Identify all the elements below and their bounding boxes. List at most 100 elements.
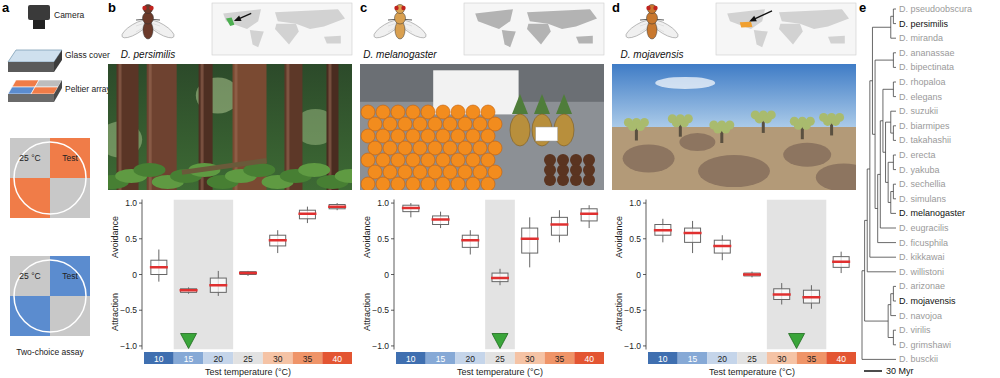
box [774, 289, 790, 300]
branch [867, 169, 868, 272]
branch [893, 125, 896, 126]
branch [890, 16, 891, 38]
tangerine [466, 105, 480, 119]
species-name: D. persimilis [121, 49, 175, 60]
branch [888, 162, 893, 163]
price-sign [536, 127, 558, 141]
branch [867, 271, 896, 272]
median [802, 296, 820, 299]
x-colorbar-cell [293, 352, 323, 364]
x-colorbar-cell [203, 352, 233, 364]
rock [698, 155, 770, 187]
preferred-range [767, 200, 826, 350]
y-axis-label: Attraction [362, 293, 372, 331]
continent [324, 36, 341, 44]
tangerine [376, 177, 390, 190]
map [716, 3, 856, 55]
branch [893, 330, 896, 331]
y-tick [391, 238, 394, 239]
species-label: D. rhopaloa [899, 77, 946, 87]
y-tick [139, 274, 142, 275]
chestnut [583, 174, 595, 186]
y-tick [391, 345, 394, 346]
habitat-photo [108, 64, 352, 190]
cactus [835, 113, 844, 122]
chestnut [557, 174, 569, 186]
fly-eye [646, 6, 650, 10]
x-tick-label: 10 [154, 354, 164, 364]
habitat-photo [360, 64, 604, 190]
x-colorbar-cell [797, 352, 827, 364]
tangerine [421, 129, 435, 143]
continent [828, 36, 845, 44]
x-tick-label: 20 [466, 354, 476, 364]
tangerine [406, 153, 420, 167]
x-axis-label: Test temperature (°C) [205, 367, 291, 377]
rock [623, 145, 675, 173]
branch [891, 213, 896, 214]
branch [886, 122, 891, 123]
x-colorbar-cell [678, 352, 708, 364]
box [403, 205, 419, 211]
species-label: D. grimshawi [899, 340, 951, 350]
x-tick-label: 10 [406, 354, 416, 364]
species-label: D. persimilis [899, 19, 949, 29]
species-label: D. suzukii [899, 106, 938, 116]
assay-quadrant [10, 138, 50, 178]
camera-lens [33, 20, 45, 29]
fly-thorax [143, 12, 154, 24]
sky [612, 64, 856, 133]
x-colorbar-cell [144, 352, 174, 364]
box [151, 260, 167, 274]
tangerine [428, 165, 442, 179]
tangerine [361, 153, 375, 167]
preferred-range [485, 200, 515, 350]
habitat-photo [612, 64, 856, 190]
tangerine [406, 129, 420, 143]
tangerine [451, 129, 465, 143]
panel-a: aCameraGlass coverPeltier arrayTest25 °C… [2, 0, 112, 357]
branch [880, 121, 881, 228]
chestnut [544, 174, 556, 186]
scale-bar [864, 370, 882, 372]
tangerine [413, 141, 427, 155]
branch [893, 53, 894, 68]
assay-quadrant [50, 256, 90, 296]
branch [893, 155, 894, 170]
species-label: D. arizonae [899, 281, 945, 291]
species-label: D. mojavensis [899, 296, 956, 306]
chestnut [570, 174, 582, 186]
x-axis-label: Test temperature (°C) [457, 367, 543, 377]
tangerine [398, 165, 412, 179]
panel-e: eD. pseudoobscuraD. persimilisD. miranda… [859, 0, 972, 376]
tangerine [436, 129, 450, 143]
tangerine [488, 165, 502, 179]
continent [576, 36, 593, 44]
median [773, 293, 791, 296]
species-label: D. navojoa [899, 311, 942, 321]
branch [893, 82, 894, 97]
camera-body [28, 5, 50, 20]
tangerine [413, 165, 427, 179]
median [580, 213, 598, 216]
assay-quadrant [10, 256, 50, 296]
median [269, 239, 287, 242]
label: 25 °C [19, 271, 40, 281]
label: Glass cover [65, 50, 110, 60]
tangerine [481, 105, 495, 119]
branch [893, 184, 894, 199]
species-label: D. miranda [899, 33, 943, 43]
fern [133, 163, 165, 177]
tangerine [481, 153, 495, 167]
branch [893, 9, 894, 24]
x-tick-label: 15 [184, 354, 194, 364]
box [522, 228, 538, 253]
x-tick-label: 20 [214, 354, 224, 364]
map-frame [716, 3, 856, 55]
box [581, 209, 597, 221]
median [239, 272, 257, 275]
preferred-marker [492, 334, 508, 349]
species-label: D. takahashii [899, 135, 951, 145]
box [833, 257, 849, 268]
x-tick-label: 35 [555, 354, 565, 364]
